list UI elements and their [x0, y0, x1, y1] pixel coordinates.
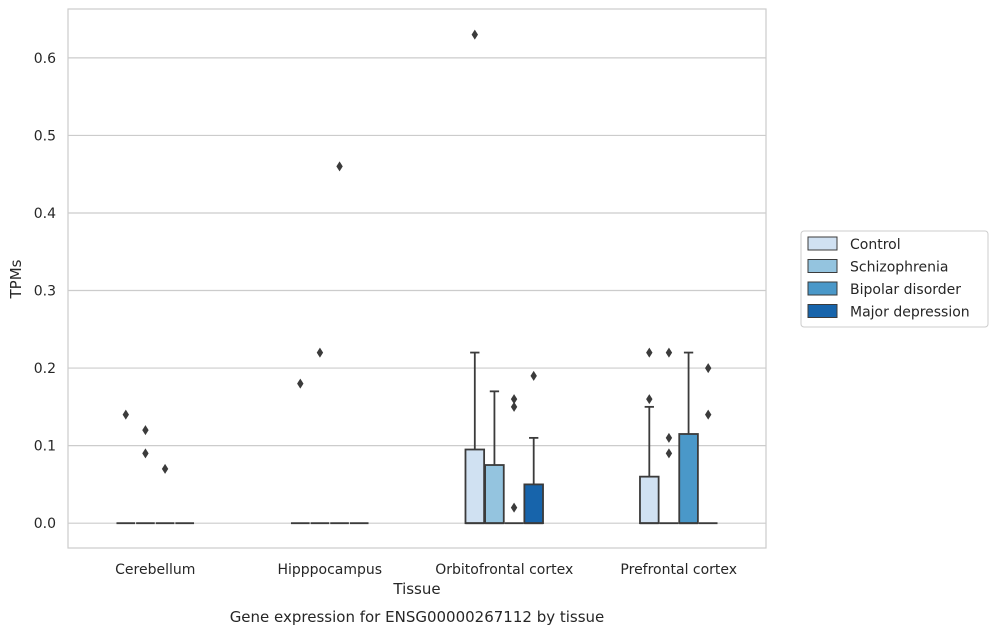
y-tick-label: 0.5: [34, 128, 56, 144]
box: [330, 161, 349, 525]
outlier-point: [665, 448, 673, 459]
y-tick-label: 0.3: [34, 284, 56, 300]
box: [484, 390, 505, 525]
gridlines: [68, 57, 766, 524]
outlier-point: [704, 363, 712, 374]
x-tick-label: Orbitofrontal cortex: [435, 562, 573, 578]
x-tick-label: Prefrontal cortex: [620, 562, 737, 578]
box-body: [639, 475, 660, 525]
y-tick-label: 0.2: [34, 361, 56, 377]
x-axis-label: Tissue: [392, 580, 440, 598]
outlier-point: [510, 394, 518, 405]
box: [464, 29, 486, 525]
outlier-point: [336, 161, 343, 172]
outlier-point: [471, 29, 479, 40]
y-tick-label: 0.1: [34, 439, 56, 455]
y-tick-label: 0.0: [34, 516, 56, 532]
outlier-point: [646, 347, 653, 358]
box: [659, 347, 679, 525]
box: [678, 351, 699, 525]
legend-swatch: [807, 236, 838, 251]
outlier-point: [665, 432, 673, 443]
legend-frame: [800, 230, 989, 328]
box: [310, 347, 330, 525]
legend-swatch: [807, 281, 838, 296]
plot-area-frame: [67, 8, 767, 549]
box: [639, 347, 660, 525]
box: [155, 463, 175, 525]
outlier-point: [646, 394, 653, 405]
y-tick-label: 0.4: [34, 206, 56, 222]
box: [504, 394, 524, 525]
box-body: [523, 483, 544, 525]
outlier-point: [510, 502, 518, 513]
outlier-point: [316, 347, 324, 358]
box-body: [678, 433, 699, 525]
box: [523, 370, 544, 525]
box: [698, 363, 718, 525]
outlier-point: [122, 409, 130, 420]
outlier-point: [704, 409, 712, 420]
y-axis-ticks: 0.0 0.1 0.2 0.3 0.4 0.5 0.6: [34, 51, 56, 532]
box: [290, 378, 310, 525]
chart-caption: Gene expression for ENSG00000267112 by t…: [230, 608, 605, 626]
box: [136, 425, 155, 525]
box-groups: [116, 29, 718, 525]
legend-swatch: [807, 259, 838, 273]
outlier-point: [142, 425, 149, 436]
outlier-point: [510, 401, 518, 412]
legend-label: Schizophrenia: [850, 260, 948, 276]
outlier-point: [161, 463, 169, 474]
legend-label: Bipolar disorder: [850, 282, 961, 298]
y-tick-label: 0.6: [34, 51, 56, 67]
outlier-point: [142, 448, 149, 459]
x-tick-label: Cerebellum: [115, 562, 195, 578]
box: [116, 409, 136, 525]
legend: Control Schizophrenia Bipolar disorder Majo…: [800, 230, 989, 328]
box-body: [464, 448, 486, 525]
outlier-point: [297, 378, 304, 389]
legend-label: Control: [850, 237, 901, 253]
legend-swatch: [807, 304, 838, 318]
box-body: [484, 464, 505, 525]
outlier-point: [530, 370, 537, 381]
y-axis-label: TPMs: [7, 259, 25, 299]
x-axis-ticks: Cerebellum Hipppocampus Orbitofrontal cort…: [115, 562, 737, 578]
outlier-point: [665, 347, 673, 358]
x-tick-label: Hipppocampus: [277, 562, 382, 578]
legend-label: Major depression: [850, 305, 970, 321]
